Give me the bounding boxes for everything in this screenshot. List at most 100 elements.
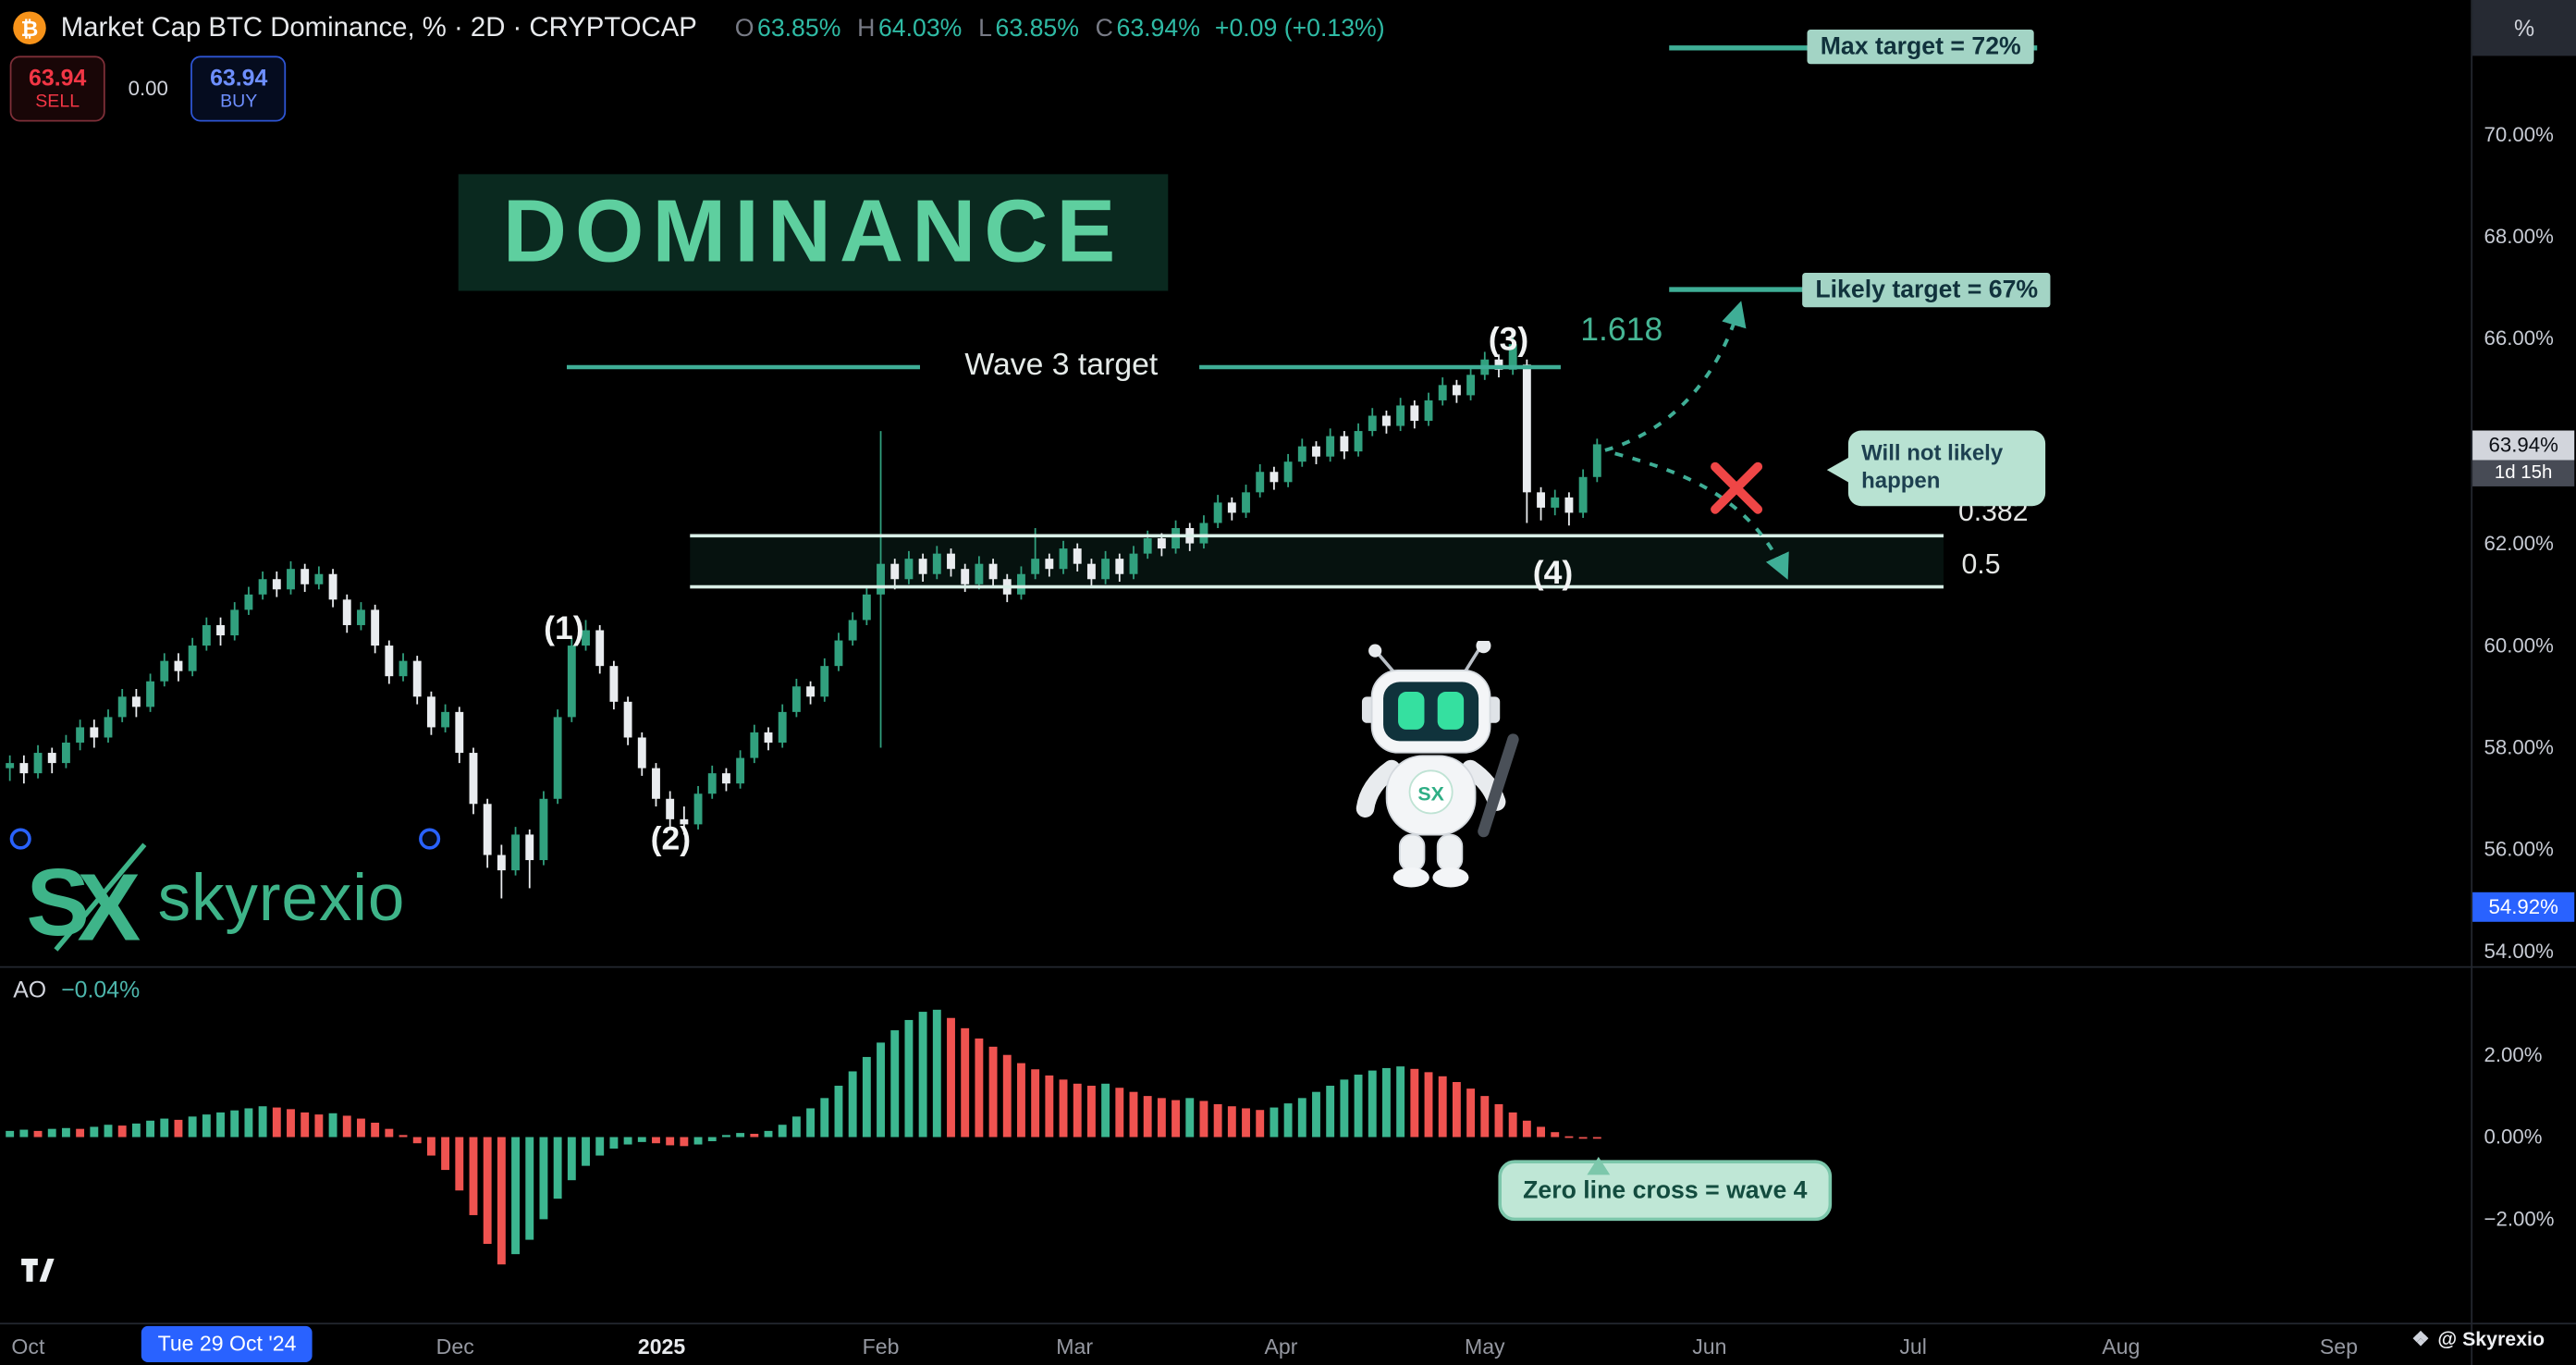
candle: [1551, 497, 1560, 508]
ao-bar: [511, 1137, 521, 1255]
candle: [1340, 436, 1349, 452]
axis-divider: [2471, 0, 2473, 1365]
ohlc-l-value: 63.85%: [995, 14, 1079, 43]
wave2-label[interactable]: (2): [650, 821, 692, 858]
candle: [1017, 573, 1025, 595]
candle: [287, 569, 295, 590]
ao-bar: [272, 1107, 281, 1138]
ao-bar: [1059, 1079, 1068, 1138]
chart-canvas[interactable]: [0, 0, 2576, 1322]
drawing-anchor[interactable]: [9, 828, 31, 850]
ao-bar: [1312, 1091, 1320, 1138]
candle: [1522, 364, 1531, 493]
tradingview-logo[interactable]: [19, 1255, 55, 1285]
ao-bar: [975, 1038, 984, 1138]
ao-bar: [1326, 1086, 1335, 1138]
candle: [1199, 523, 1208, 544]
ao-bar: [287, 1109, 295, 1138]
ao-bar: [357, 1118, 365, 1138]
last-price-value: 63.94%: [2472, 430, 2575, 461]
candle: [680, 818, 689, 825]
buy-button[interactable]: 63.94 BUY: [190, 55, 287, 122]
candle: [1213, 502, 1222, 523]
candle: [652, 768, 660, 799]
skyrexio-logo: S X skyrexio: [26, 842, 405, 956]
candle: [1227, 502, 1236, 513]
candle: [539, 798, 548, 861]
candle: [975, 563, 984, 584]
wave3-label[interactable]: (3): [1488, 322, 1529, 359]
candle: [1157, 538, 1166, 549]
ao-bar: [399, 1135, 408, 1138]
candle: [61, 743, 70, 764]
ao-bar: [1199, 1101, 1208, 1138]
ao-bar: [1129, 1091, 1138, 1138]
ao-bar: [47, 1128, 56, 1138]
ao-bar: [764, 1130, 773, 1138]
ohlc-o-key: O: [734, 14, 754, 43]
fib-05-label[interactable]: 0.5: [1961, 548, 2001, 581]
ao-bar: [1480, 1096, 1490, 1138]
ao-bar: [1143, 1096, 1152, 1138]
candle: [1045, 559, 1054, 570]
candle: [877, 563, 885, 595]
ao-bar: [582, 1137, 590, 1166]
ao-bar: [6, 1130, 15, 1138]
ao-bar: [1381, 1067, 1391, 1138]
candle: [1073, 548, 1082, 564]
ao-bar: [1283, 1103, 1293, 1138]
ao-bar: [1297, 1098, 1306, 1138]
fib-extension-1618-label[interactable]: 1.618: [1580, 312, 1663, 349]
candle: [1396, 405, 1405, 426]
likely-target-label[interactable]: Likely target = 67%: [1802, 272, 2052, 308]
indicator-legend[interactable]: AO −0.04%: [13, 976, 140, 1002]
time-tick: Sep: [2319, 1334, 2358, 1359]
sell-button[interactable]: 63.94 SELL: [9, 55, 105, 122]
candle: [637, 737, 646, 769]
time-tick: Jun: [1692, 1334, 1727, 1359]
candle: [6, 763, 15, 769]
candle: [216, 624, 225, 636]
candle: [764, 732, 773, 744]
candle: [1256, 472, 1265, 493]
time-tick: Apr: [1264, 1334, 1298, 1359]
will-not-happen-callout[interactable]: Will not likely happen: [1826, 430, 2046, 506]
candle: [988, 563, 998, 580]
indicator-name: AO: [13, 976, 47, 1002]
ao-bar: [947, 1017, 955, 1138]
ao-bar: [862, 1056, 871, 1138]
wave1-label[interactable]: (1): [544, 610, 584, 648]
candle: [1059, 548, 1068, 570]
last-price-tag: 63.94% 1d 15h: [2472, 430, 2575, 486]
bar-countdown: 1d 15h: [2472, 460, 2575, 486]
ao-bar: [1452, 1082, 1461, 1138]
time-axis-marker[interactable]: Tue 29 Oct '24: [141, 1325, 313, 1362]
time-tick: Oct: [11, 1334, 45, 1359]
symbol-title[interactable]: Market Cap BTC Dominance, % · 2D · CRYPT…: [60, 12, 697, 43]
ao-bar: [1564, 1136, 1574, 1138]
candle: [1283, 461, 1293, 483]
candle: [1143, 538, 1152, 554]
pane-divider[interactable]: [0, 965, 2576, 968]
time-axis[interactable]: Oct Dec 2025 Feb Mar Apr May Jun Jul Aug Sep: [0, 1322, 2576, 1365]
zero-cross-callout[interactable]: Zero line cross = wave 4: [1498, 1156, 1833, 1222]
ao-bar: [1537, 1126, 1545, 1138]
ao-bar: [1551, 1132, 1560, 1138]
candle: [778, 711, 787, 744]
candle: [301, 569, 310, 584]
ao-bar: [848, 1071, 857, 1138]
max-target-label[interactable]: Max target = 72%: [1807, 29, 2034, 65]
wave3-target-text[interactable]: Wave 3 target: [964, 348, 1159, 383]
drawing-anchor[interactable]: [419, 828, 441, 850]
ao-bar: [652, 1137, 660, 1144]
ao-bar: [1031, 1069, 1040, 1138]
time-tick: Dec: [435, 1334, 474, 1359]
candle: [455, 711, 464, 754]
price-axis-unit-button[interactable]: %: [2472, 0, 2576, 56]
ao-bar: [1508, 1112, 1517, 1138]
candle: [357, 609, 365, 625]
candle: [1578, 476, 1588, 513]
candle: [328, 573, 337, 600]
wave4-label[interactable]: (4): [1532, 555, 1574, 592]
